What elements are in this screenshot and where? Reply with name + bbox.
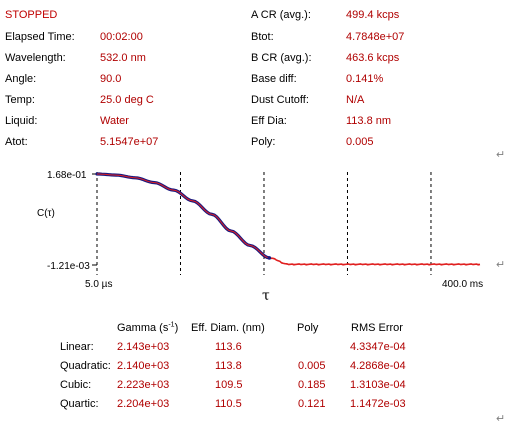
atot-value: 5.1547e+07 [100, 136, 159, 148]
dust-cutoff-label: Dust Cutoff: [251, 94, 309, 106]
temp-label: Temp: [5, 94, 35, 106]
b-cr-value: 463.6 kcps [346, 52, 400, 64]
fit-quadratic-diam: 113.8 [215, 360, 242, 372]
elapsed-time-label: Elapsed Time: [5, 31, 75, 43]
atot-label: Atot: [5, 136, 28, 148]
fit-quartic-poly: 0.121 [298, 398, 326, 410]
x-left-label: 5.0 µs [85, 279, 113, 290]
poly-header: Poly [297, 322, 319, 334]
status-label: STOPPED [5, 9, 58, 21]
rms-header: RMS Error [351, 322, 403, 334]
diam-header: Eff. Diam. (nm) [191, 322, 265, 334]
base-diff-label: Base diff: [251, 73, 297, 85]
wavelength-value: 532.0 nm [100, 52, 146, 64]
y-axis-label: C(τ) [37, 208, 55, 219]
poly-label: Poly: [251, 136, 276, 148]
fit-linear-diam: 113.6 [215, 341, 242, 353]
fit-cubic-label: Cubic: [60, 379, 92, 391]
liquid-label: Liquid: [5, 115, 38, 127]
fit-cubic-rms: 1.3103e-04 [350, 379, 406, 391]
fit-quadratic-rms: 4.2868e-04 [350, 360, 406, 372]
fit-quadratic-label: Quadratic: [60, 360, 111, 372]
paragraph-mark-3: ↵ [496, 413, 506, 425]
temp-value: 25.0 deg C [100, 94, 154, 106]
plot-axes [92, 173, 97, 266]
correlation-plot [92, 172, 481, 275]
poly-value: 0.005 [346, 136, 374, 148]
fit-quartic-gamma: 2.204e+03 [117, 398, 170, 410]
fit-quadratic-poly: 0.005 [298, 360, 326, 372]
base-diff-value: 0.141% [346, 73, 384, 85]
data-curve [95, 172, 271, 260]
fit-quartic-rms: 1.1472e-03 [350, 398, 406, 410]
paragraph-mark-2: ↵ [496, 259, 506, 271]
plot-curve [95, 172, 481, 266]
fit-cubic-gamma: 2.223e+03 [117, 379, 170, 391]
a-cr-value: 499.4 kcps [346, 9, 400, 21]
eff-dia-value: 113.8 nm [346, 115, 392, 127]
fit-quartic-diam: 110.5 [215, 398, 242, 410]
data-point-end [267, 256, 272, 260]
fit-linear-gamma: 2.143e+03 [117, 341, 170, 353]
gamma-header: Gamma (s-1) [117, 321, 179, 334]
b-cr-label: B CR (avg.): [251, 52, 312, 64]
elapsed-time-value: 00:02:00 [100, 31, 143, 43]
fit-linear-label: Linear: [60, 341, 94, 353]
fit-quartic-label: Quartic: [60, 398, 99, 410]
x-axis-label: τ [262, 288, 270, 304]
x-right-label: 400.0 ms [442, 279, 484, 290]
eff-dia-label: Eff Dia: [251, 115, 287, 127]
fit-curve [97, 173, 480, 265]
wavelength-label: Wavelength: [5, 52, 66, 64]
fit-linear-rms: 4.3347e-04 [350, 341, 406, 353]
liquid-value: Water [100, 115, 129, 127]
plot-grid [96, 172, 432, 275]
fit-cubic-poly: 0.185 [298, 379, 326, 391]
btot-value: 4.7848e+07 [346, 31, 405, 43]
y-bottom-label: -1.21e-03 [47, 261, 90, 272]
btot-label: Btot: [251, 31, 274, 43]
y-top-label: 1.68e-01 [47, 170, 87, 181]
fit-quadratic-gamma: 2.140e+03 [117, 360, 170, 372]
angle-value: 90.0 [100, 73, 122, 85]
a-cr-label: A CR (avg.): [251, 9, 311, 21]
angle-label: Angle: [5, 73, 37, 85]
fit-cubic-diam: 109.5 [215, 379, 243, 391]
paragraph-mark-1: ↵ [496, 149, 506, 161]
dust-cutoff-value: N/A [346, 94, 365, 106]
